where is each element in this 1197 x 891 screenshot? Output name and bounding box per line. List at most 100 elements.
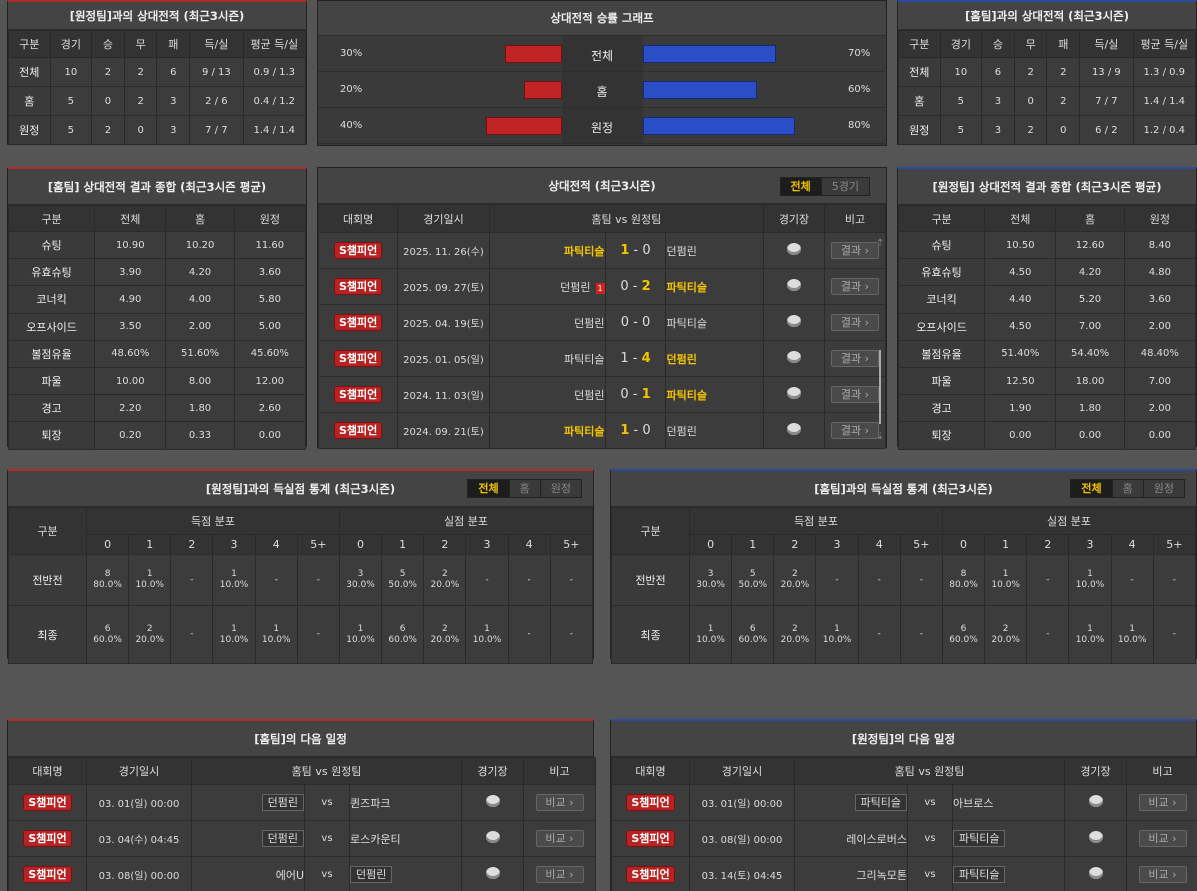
home-team[interactable]: 파틱티슬	[564, 352, 605, 366]
tab-all[interactable]: 전체	[468, 480, 510, 497]
next-home-table: 대회명 경기일시 홈팀 vs 원정팀 경기장 비고 S챔피언 03. 01(일) 00:00…	[8, 757, 596, 891]
schedule-row[interactable]: S챔피언 03. 08(일) 00:00 레이스로버스 vs 파틱티슬 비교 ›	[611, 820, 1197, 857]
league-badge[interactable]: S챔피언	[627, 795, 674, 810]
away-team[interactable]: 던펌린	[666, 352, 697, 366]
compare-button[interactable]: 비교 ›	[535, 794, 584, 811]
compare-button[interactable]: 비교 ›	[1138, 830, 1187, 847]
stadium-icon[interactable]	[787, 387, 801, 399]
home-header: 홈팀	[894, 765, 915, 778]
result-button[interactable]: 결과 ›	[830, 386, 879, 403]
compare-button[interactable]: 비교 ›	[1138, 866, 1187, 883]
league-badge[interactable]: S챔피언	[627, 867, 674, 882]
match-row[interactable]: S챔피언 2024. 09. 21(토) 파틱티슬 1 - 0 던펌린 결과 ›	[317, 412, 887, 449]
result-button[interactable]: 결과 ›	[830, 242, 879, 259]
compare-button[interactable]: 비교 ›	[1138, 794, 1187, 811]
graph-label: 전체	[590, 49, 614, 63]
dist-cell: -	[170, 554, 214, 606]
table-row: 최종 6 60.0% 2 20.0% -1 10.0% 1 10.0% -1 10.0% 6 60.0%…	[8, 605, 594, 664]
stadium-icon[interactable]	[1088, 795, 1103, 807]
home-team[interactable]: 그리녹모톤	[856, 868, 907, 882]
stadium-icon[interactable]	[1088, 831, 1103, 843]
away-team[interactable]: 파틱티슬	[953, 866, 1006, 883]
schedule-row[interactable]: S챔피언 03. 01(일) 00:00 던펌린 vs 퀸즈파크 비교 ›	[8, 784, 596, 821]
league-badge[interactable]: S챔피언	[334, 423, 382, 438]
count: 1	[146, 569, 153, 579]
schedule-row[interactable]: S챔피언 03. 04(수) 04:45 던펌린 vs 로스카운티 비교 ›	[8, 820, 596, 857]
scroll-up-icon[interactable]: ⇡	[876, 238, 885, 249]
match-row[interactable]: S챔피언 2024. 11. 03(일) 던펌린 0 - 1 파틱티슬 결과 ›	[317, 376, 887, 413]
away-team[interactable]: 던펌린	[666, 244, 697, 258]
away-team[interactable]: 파틱티슬	[666, 388, 707, 402]
compare-button[interactable]: 비교 ›	[535, 866, 584, 883]
away-team[interactable]: 파틱티슬	[666, 316, 707, 330]
league-badge[interactable]: S챔피언	[24, 867, 71, 882]
result-button[interactable]: 결과 ›	[830, 422, 879, 439]
home-team[interactable]: 던펌린	[574, 388, 605, 402]
tab-all[interactable]: 전체	[780, 178, 822, 195]
result-button[interactable]: 결과 ›	[830, 350, 879, 367]
stat-cell: 2	[91, 115, 125, 145]
stadium-icon[interactable]	[787, 351, 801, 363]
tab-all[interactable]: 전체	[1071, 480, 1113, 497]
tab-5games[interactable]: 5경기	[821, 178, 869, 195]
away-team[interactable]: 로스카운티	[350, 832, 401, 846]
stadium-icon[interactable]	[485, 831, 500, 843]
home-team[interactable]: 파틱티슬	[564, 244, 605, 258]
home-team[interactable]: 던펌린	[261, 794, 304, 811]
stadium-icon[interactable]	[787, 315, 801, 327]
panel-title: [홈팀]과의 상대전적 (최근3시즌)	[898, 2, 1196, 30]
compare-button[interactable]: 비교 ›	[535, 830, 584, 847]
match-row[interactable]: S챔피언 2025. 04. 19(토) 던펌린 0 - 0 파틱티슬 결과 ›	[317, 304, 887, 341]
home-team[interactable]: 던펌린	[574, 316, 605, 330]
match-row[interactable]: S챔피언 2025. 01. 05(일) 파틱티슬 1 - 4 던펌린 결과 ›	[317, 340, 887, 377]
league-badge[interactable]: S챔피언	[334, 243, 382, 258]
percent: 50.0%	[738, 580, 768, 590]
schedule-row[interactable]: S챔피언 03. 08(일) 00:00 에어U vs 던펌린 비교 ›	[8, 856, 596, 891]
away-team[interactable]: 파틱티슬	[666, 280, 707, 294]
away-team[interactable]: 퀸즈파크	[350, 796, 391, 810]
league-badge[interactable]: S챔피언	[24, 831, 71, 846]
stadium-icon[interactable]	[787, 423, 801, 435]
home-team[interactable]: 에어U	[275, 868, 304, 882]
league-badge[interactable]: S챔피언	[334, 387, 382, 402]
date-cell: 03. 01(일) 00:00	[689, 784, 795, 821]
league-badge[interactable]: S챔피언	[334, 315, 382, 330]
league-badge[interactable]: S챔피언	[627, 831, 674, 846]
away-team[interactable]: 파틱티슬	[953, 830, 1006, 847]
stadium-icon[interactable]	[1088, 867, 1103, 879]
home-team[interactable]: 파틱티슬	[564, 424, 605, 438]
league-badge[interactable]: S챔피언	[334, 351, 382, 366]
result-button[interactable]: 결과 ›	[830, 314, 879, 331]
league-badge[interactable]: S챔피언	[334, 279, 382, 294]
stadium-icon[interactable]	[787, 279, 801, 291]
home-team[interactable]: 던펌린	[261, 830, 304, 847]
league-cell: S챔피언	[8, 856, 87, 891]
tab-home[interactable]: 홈	[509, 480, 541, 497]
schedule-row[interactable]: S챔피언 03. 01(일) 00:00 파틱티슬 vs 아브로스 비교 ›	[611, 784, 1197, 821]
away-team[interactable]: 아브로스	[953, 796, 994, 810]
table-row: 오프사이드 3.50 2.00 5.00	[7, 312, 307, 341]
home-team[interactable]: 레이스로버스	[846, 832, 907, 846]
tab-away[interactable]: 원정	[540, 480, 581, 497]
schedule-row[interactable]: S챔피언 03. 14(토) 04:45 그리녹모톤 vs 파틱티슬 비교 ›	[611, 856, 1197, 891]
dist-cell: -	[899, 554, 943, 606]
stat-cell: 7 / 7	[1079, 86, 1134, 116]
result-button[interactable]: 결과 ›	[830, 278, 879, 295]
league-badge[interactable]: S챔피언	[24, 795, 71, 810]
scrollbar[interactable]: ⇡ ⇣	[876, 238, 884, 442]
away-team[interactable]: 던펌린	[666, 424, 697, 438]
scroll-down-icon[interactable]: ⇣	[876, 431, 885, 442]
away-team[interactable]: 던펌린	[350, 866, 393, 883]
stadium-icon[interactable]	[485, 867, 500, 879]
home-team[interactable]: 던펌린	[560, 280, 591, 294]
match-row[interactable]: S챔피언 2025. 09. 27(토) 던펌린 1 0 - 2 파틱티슬 결과 ›	[317, 268, 887, 305]
tab-home[interactable]: 홈	[1112, 480, 1144, 497]
home-team[interactable]: 파틱티슬	[854, 794, 907, 811]
stadium-cell	[461, 784, 524, 821]
column-header-teams: 홈팀 vs 원정팀	[191, 757, 462, 785]
dist-cell: -	[1152, 554, 1197, 606]
tab-away[interactable]: 원정	[1143, 480, 1184, 497]
stadium-icon[interactable]	[485, 795, 500, 807]
stadium-icon[interactable]	[787, 243, 801, 255]
match-row[interactable]: S챔피언 2025. 11. 26(수) 파틱티슬 1 - 0 던펌린 결과 ›	[317, 232, 887, 269]
